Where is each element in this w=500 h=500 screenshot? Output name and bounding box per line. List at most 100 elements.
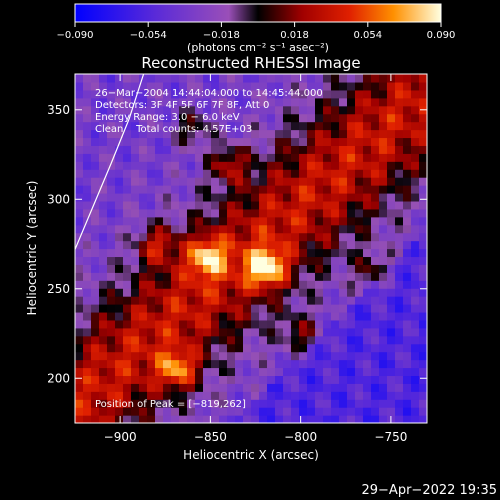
- heatmap-cell: [251, 216, 260, 226]
- heatmap-cell: [355, 367, 364, 377]
- heatmap-cell: [299, 81, 308, 91]
- heatmap-cell: [163, 415, 172, 423]
- heatmap-cell: [99, 89, 108, 99]
- heatmap-cell: [283, 161, 292, 170]
- heatmap-cell: [107, 296, 116, 305]
- heatmap-cell: [355, 185, 364, 194]
- heatmap-cell: [323, 327, 332, 337]
- heatmap-cell: [75, 224, 84, 234]
- heatmap-cell: [99, 327, 108, 337]
- heatmap-cell: [403, 399, 412, 408]
- heatmap-cell: [163, 407, 172, 416]
- heatmap-cell: [171, 145, 180, 154]
- heatmap-cell: [211, 399, 220, 408]
- heatmap-cell: [323, 113, 332, 123]
- heatmap-cell: [211, 240, 220, 250]
- heatmap-cell: [419, 272, 427, 281]
- heatmap-cell: [403, 296, 412, 305]
- heatmap-cell: [235, 216, 244, 226]
- heatmap-cell: [91, 327, 100, 337]
- heatmap-cell: [219, 81, 228, 91]
- heatmap-cell: [147, 113, 156, 123]
- heatmap-cell: [379, 304, 388, 313]
- heatmap-cell: [291, 264, 300, 273]
- heatmap-cell: [243, 145, 252, 154]
- heatmap-cell: [339, 415, 348, 423]
- heatmap-cell: [139, 383, 148, 392]
- heatmap-cell: [291, 216, 300, 226]
- heatmap-cell: [131, 200, 140, 210]
- heatmap-cell: [99, 288, 108, 297]
- heatmap-cell: [163, 208, 172, 218]
- heatmap-cell: [91, 304, 100, 313]
- heatmap-cell: [91, 200, 100, 210]
- heatmap-cell: [387, 216, 396, 226]
- heatmap-cell: [355, 240, 364, 250]
- heatmap-cell: [259, 240, 268, 250]
- heatmap-cell: [123, 145, 132, 154]
- heatmap-cell: [259, 351, 268, 361]
- heatmap-cell: [91, 264, 100, 273]
- heatmap-cell: [131, 383, 140, 392]
- heatmap-cell: [363, 288, 372, 297]
- heatmap-cell: [259, 105, 268, 115]
- heatmap-cell: [363, 192, 372, 202]
- heatmap-cell: [275, 224, 284, 234]
- heatmap-cell: [147, 192, 156, 202]
- heatmap-cell: [403, 105, 412, 115]
- heatmap-cell: [203, 224, 212, 234]
- heatmap-cell: [323, 145, 332, 154]
- heatmap-cell: [299, 153, 308, 162]
- heatmap-cell: [99, 224, 108, 234]
- heatmap-cell: [107, 415, 116, 423]
- heatmap-cell: [267, 74, 276, 83]
- heatmap-cell: [211, 129, 220, 139]
- heatmap-cell: [171, 113, 180, 123]
- heatmap-cell: [155, 415, 164, 423]
- heatmap-cell: [291, 319, 300, 329]
- heatmap-cell: [131, 177, 140, 186]
- heatmap-cell: [147, 216, 156, 226]
- heatmap-cell: [291, 200, 300, 210]
- heatmap-cell: [211, 288, 220, 297]
- heatmap-cell: [267, 407, 276, 416]
- heatmap-cell: [347, 359, 356, 369]
- heatmap-cell: [259, 335, 268, 345]
- heatmap-cell: [147, 74, 156, 83]
- heatmap-cell: [235, 327, 244, 337]
- heatmap-cell: [291, 177, 300, 186]
- heatmap-cell: [195, 129, 204, 139]
- heatmap-cell: [91, 177, 100, 186]
- heatmap-cell: [323, 383, 332, 392]
- heatmap-cell: [99, 129, 108, 139]
- heatmap-cell: [235, 256, 244, 265]
- heatmap-cell: [163, 145, 172, 154]
- heatmap-cell: [419, 74, 427, 83]
- heatmap-cell: [307, 351, 316, 361]
- heatmap-cell: [331, 145, 340, 154]
- heatmap-cell: [227, 288, 236, 297]
- heatmap-cell: [75, 351, 84, 361]
- heatmap-cell: [347, 311, 356, 321]
- heatmap-cell: [195, 97, 204, 107]
- heatmap-cell: [315, 288, 324, 297]
- heatmap-cell: [403, 391, 412, 400]
- heatmap-cell: [411, 280, 420, 289]
- heatmap-cell: [379, 177, 388, 186]
- heatmap-cell: [267, 264, 276, 273]
- heatmap-cell: [251, 74, 260, 83]
- heatmap-cell: [91, 224, 100, 234]
- heatmap-cell: [203, 81, 212, 91]
- heatmap-cell: [307, 169, 316, 178]
- heatmap-cell: [211, 296, 220, 305]
- heatmap-cell: [299, 216, 308, 226]
- heatmap-cell: [243, 105, 252, 115]
- heatmap-cell: [155, 169, 164, 178]
- heatmap-cell: [283, 137, 292, 146]
- heatmap-cell: [283, 89, 292, 99]
- heatmap-cell: [323, 192, 332, 202]
- heatmap-cell: [171, 81, 180, 91]
- heatmap-cell: [107, 335, 116, 345]
- heatmap-cell: [75, 240, 84, 250]
- heatmap-cell: [131, 97, 140, 107]
